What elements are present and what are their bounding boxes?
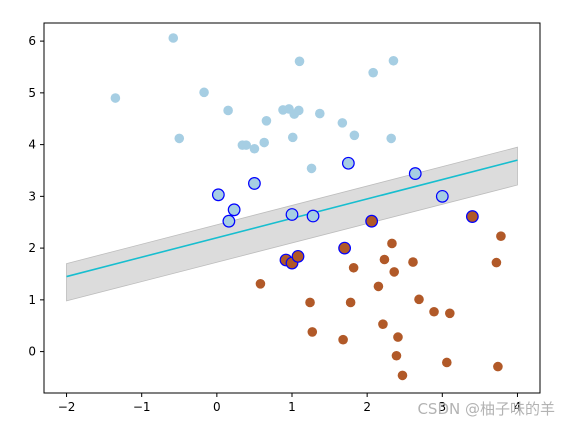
data-point bbox=[306, 163, 317, 174]
support-vector-point bbox=[285, 208, 299, 221]
support-vector-point bbox=[365, 214, 379, 228]
data-point bbox=[378, 319, 388, 329]
data-point bbox=[349, 130, 360, 141]
data-point bbox=[393, 332, 403, 342]
data-point bbox=[223, 105, 233, 116]
data-point bbox=[386, 133, 397, 144]
data-point bbox=[110, 93, 121, 103]
x-tick-label: 1 bbox=[288, 400, 296, 414]
data-point bbox=[249, 143, 260, 154]
data-point bbox=[429, 306, 439, 317]
data-point bbox=[414, 294, 424, 305]
support-vector-point bbox=[211, 188, 225, 202]
y-tick-label: 0 bbox=[28, 345, 36, 359]
x-tick-label: 0 bbox=[213, 400, 221, 414]
watermark: CSDN @柚子味的羊 bbox=[417, 400, 555, 418]
data-point bbox=[408, 257, 418, 267]
data-point bbox=[387, 238, 397, 249]
data-point bbox=[389, 267, 400, 277]
x-tick-label: −2 bbox=[58, 400, 76, 414]
y-tick-label: 3 bbox=[28, 189, 36, 203]
data-point bbox=[348, 262, 359, 273]
data-point bbox=[496, 231, 506, 242]
data-point bbox=[337, 118, 348, 128]
data-point bbox=[388, 55, 399, 66]
x-tick-label: 4 bbox=[514, 400, 522, 414]
data-point bbox=[241, 140, 251, 150]
data-point bbox=[168, 33, 179, 43]
data-point bbox=[391, 350, 402, 361]
y-tick-label: 5 bbox=[28, 86, 36, 100]
plot-area bbox=[66, 33, 518, 381]
y-tick-label: 4 bbox=[28, 138, 36, 152]
support-vector-point bbox=[341, 156, 355, 170]
data-point bbox=[442, 357, 452, 368]
support-vector-point bbox=[227, 203, 241, 217]
data-point bbox=[305, 297, 315, 308]
data-point bbox=[259, 137, 269, 148]
x-tick-label: 2 bbox=[363, 400, 371, 414]
support-vector-point bbox=[222, 214, 236, 228]
support-vector-point bbox=[465, 210, 479, 223]
support-vector-point bbox=[435, 189, 449, 203]
data-point bbox=[345, 297, 356, 308]
data-point bbox=[379, 254, 390, 265]
x-tick-label: −1 bbox=[133, 400, 151, 414]
data-point bbox=[174, 133, 185, 144]
support-vector-point bbox=[338, 241, 352, 255]
data-point bbox=[491, 257, 502, 268]
data-point bbox=[445, 308, 455, 319]
data-point bbox=[493, 361, 503, 372]
data-point bbox=[307, 327, 318, 337]
margin-band bbox=[66, 146, 518, 302]
data-point bbox=[315, 108, 325, 119]
y-tick-label: 6 bbox=[28, 34, 36, 48]
data-point bbox=[287, 132, 298, 143]
axes: −2 −1 0 1 2 3 4 0 1 2 3 4 5 6 bbox=[28, 22, 541, 414]
y-tick-label: 1 bbox=[28, 293, 36, 307]
data-point bbox=[255, 279, 266, 289]
data-point bbox=[397, 370, 408, 381]
data-point bbox=[338, 334, 348, 345]
support-vector-point bbox=[248, 177, 261, 190]
data-point bbox=[293, 105, 304, 116]
support-vector-point bbox=[291, 249, 305, 263]
data-point bbox=[368, 67, 378, 78]
data-point bbox=[199, 87, 209, 98]
x-tick-label: 3 bbox=[438, 400, 446, 414]
data-point bbox=[294, 56, 305, 67]
data-point bbox=[373, 281, 384, 292]
y-tick-label: 2 bbox=[28, 241, 36, 255]
support-vector-point bbox=[408, 167, 422, 180]
data-point bbox=[261, 116, 272, 126]
support-vector-point bbox=[306, 209, 320, 223]
